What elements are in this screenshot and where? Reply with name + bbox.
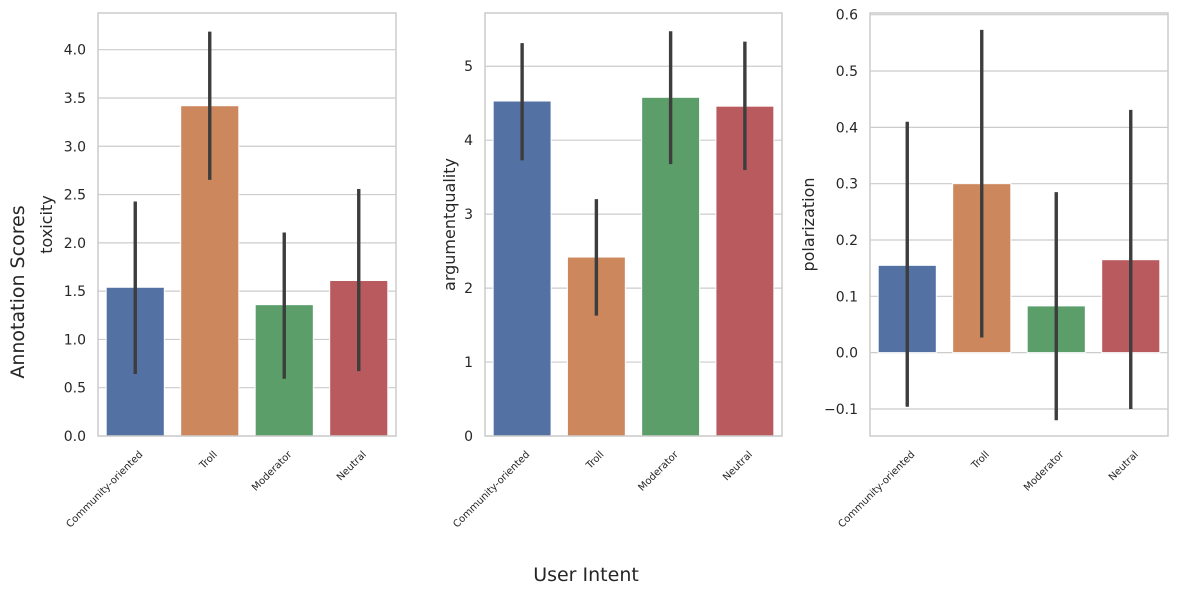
category-label: Troll: [969, 449, 992, 472]
category-label: Community-oriented: [451, 449, 532, 530]
figure-y-label: Annotation Scores: [7, 205, 29, 378]
category-label: Moderator: [636, 449, 681, 494]
y-tick-label: −0.1: [824, 402, 858, 418]
y-axis-label: toxicity: [37, 195, 56, 253]
y-tick-label: 0.2: [836, 233, 858, 249]
y-tick-label: 2.5: [64, 188, 86, 204]
y-tick-label: 1: [464, 355, 473, 371]
y-tick-label: 0: [464, 429, 473, 445]
y-tick-label: 0.6: [836, 8, 858, 24]
y-tick-label: 0.4: [836, 120, 858, 136]
subplot-argumentquality: 0 1 2 3 4 5 Community-oriented Troll Moderator Ne…: [440, 12, 783, 530]
y-axis-label: argumentquality: [440, 158, 459, 291]
category-label: Community-oriented: [836, 449, 917, 530]
y-tick-label: 3.5: [64, 91, 86, 107]
category-label: Moderator: [1022, 449, 1067, 494]
y-tick-label: 2: [464, 281, 473, 297]
subplot-toxicity: 0.0 0.5 1.0 1.5 2.0 2.5 3.0 3.5 4.0 Community-ori…: [37, 12, 397, 530]
category-label: Neutral: [721, 449, 755, 483]
category-label: Troll: [197, 449, 220, 472]
y-tick-label: 1.0: [64, 332, 86, 348]
y-tick-label: 0.5: [64, 381, 86, 397]
category-label: Neutral: [335, 449, 369, 483]
figure-x-label: User Intent: [533, 564, 639, 586]
y-tick-label: 0.0: [836, 346, 858, 362]
y-tick-label: 2.0: [64, 236, 86, 252]
y-tick-label: 0.3: [836, 177, 858, 193]
axes-frame: [484, 12, 783, 437]
y-tick-label: 4.0: [64, 43, 86, 59]
y-tick-label: 0.5: [836, 64, 858, 80]
y-tick-label: 0.1: [836, 289, 858, 305]
axes-frame: [869, 12, 1169, 437]
category-label: Neutral: [1107, 449, 1141, 483]
y-tick-label: 5: [464, 59, 473, 75]
y-tick-label: 1.5: [64, 284, 86, 300]
subplot-polarization: −0.1 0.0 0.1 0.2 0.3 0.4 0.5 0.6 Community-orien…: [799, 8, 1169, 530]
y-tick-label: 0.0: [64, 429, 86, 445]
y-tick-label: 3: [464, 207, 473, 223]
category-label: Moderator: [250, 449, 295, 494]
category-label: Troll: [584, 449, 607, 472]
axes-frame: [97, 12, 397, 437]
y-axis-label: polarization: [799, 177, 818, 271]
y-tick-label: 4: [464, 133, 473, 149]
y-tick-label: 3.0: [64, 139, 86, 155]
category-label: Community-oriented: [64, 449, 145, 530]
